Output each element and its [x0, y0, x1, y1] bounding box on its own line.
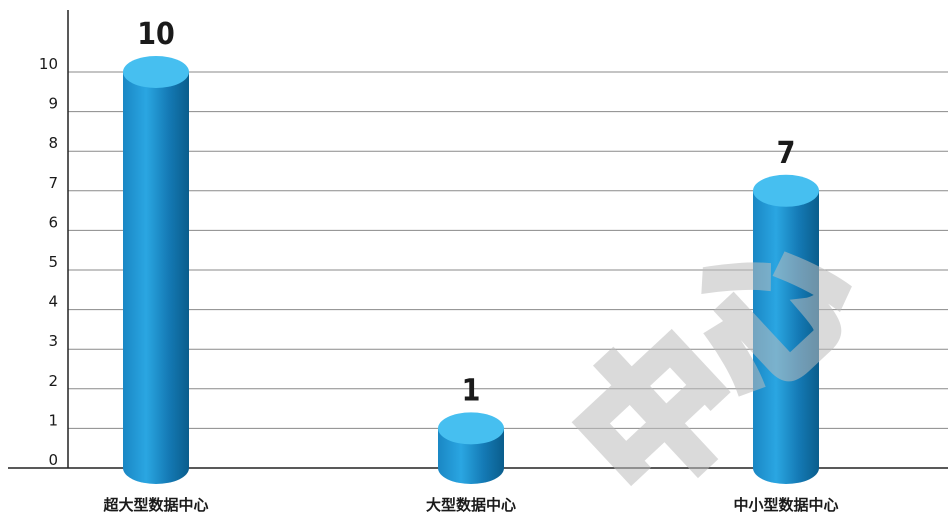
y-tick-label: 10	[39, 55, 58, 73]
bar-top	[438, 412, 504, 445]
y-tick-label: 6	[48, 213, 58, 231]
bars	[123, 56, 819, 485]
y-tick-label: 5	[48, 253, 58, 271]
y-tick-label: 1	[48, 411, 58, 429]
bar-body	[123, 72, 189, 484]
data-label: 10	[137, 17, 175, 52]
bar-top	[123, 56, 189, 88]
y-tick-label: 8	[48, 134, 58, 152]
bar	[438, 412, 504, 484]
bar-body	[753, 190, 819, 485]
bar	[753, 174, 819, 485]
category-label: 超大型数据中心	[102, 496, 208, 514]
gridlines	[68, 71, 948, 429]
data-label: 1	[462, 373, 481, 408]
y-tick-label: 4	[48, 293, 58, 311]
category-labels: 超大型数据中心 大型数据中心 中小型数据中心	[102, 496, 838, 514]
y-tick-label: 0	[48, 451, 58, 469]
y-tick-label: 9	[48, 95, 58, 113]
y-tick-label: 3	[48, 332, 58, 350]
category-label: 大型数据中心	[426, 496, 516, 514]
y-tick-label: 7	[48, 174, 58, 192]
bar-body	[438, 428, 504, 484]
bar-top	[753, 174, 819, 207]
category-label: 中小型数据中心	[733, 496, 838, 514]
bar	[123, 56, 189, 484]
data-label: 7	[777, 136, 796, 171]
y-tick-labels: 0 1 2 3 4 5 6 7 8 9 10	[39, 55, 58, 469]
data-labels: 10 1 7	[137, 17, 795, 408]
y-tick-label: 2	[48, 372, 58, 390]
